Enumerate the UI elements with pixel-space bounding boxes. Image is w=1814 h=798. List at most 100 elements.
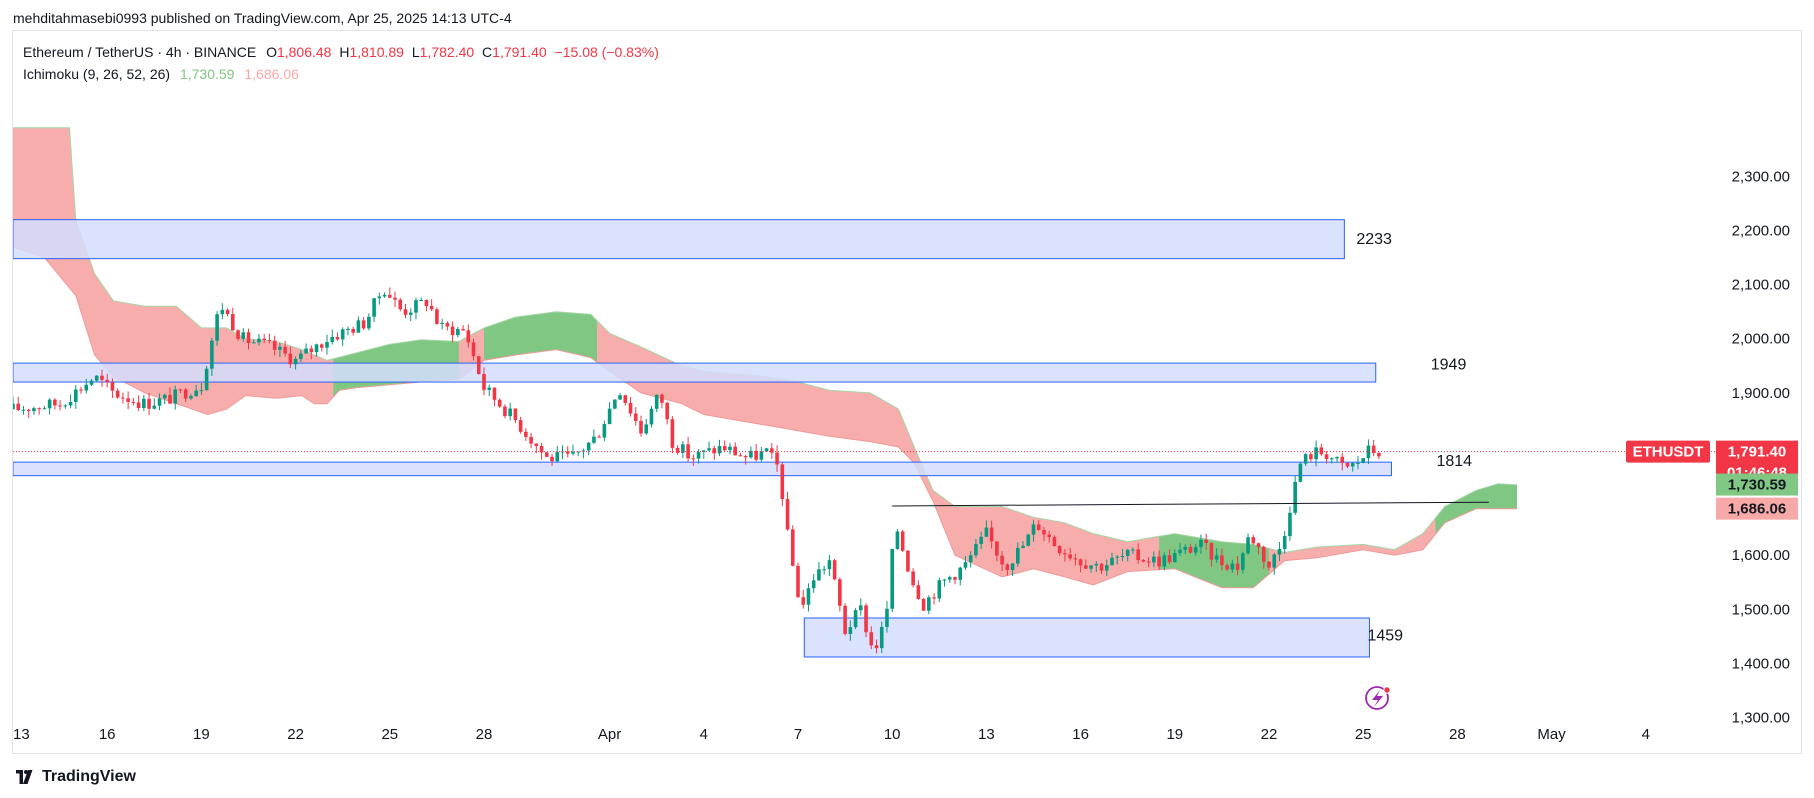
candle-body: [361, 320, 366, 329]
candle-body: [194, 390, 198, 397]
candle-body: [1026, 534, 1031, 546]
candle-body: [534, 443, 539, 447]
low-label: L: [411, 44, 420, 60]
candle-body: [1021, 545, 1025, 548]
symbol-badge[interactable]: ETHUSDT: [1626, 440, 1710, 463]
candle-body: [220, 309, 225, 315]
chart-frame[interactable]: [12, 30, 1802, 754]
candle-body: [1293, 481, 1297, 513]
x-tick-label: 13: [978, 726, 995, 743]
candle-body: [675, 447, 680, 453]
candle-body: [1366, 445, 1371, 459]
candle-body: [236, 330, 240, 339]
candle-body: [911, 571, 915, 586]
candle-body: [58, 405, 62, 407]
candle-body: [1220, 555, 1224, 566]
candle-body: [456, 329, 460, 336]
candle-body: [393, 297, 397, 300]
candle-body: [210, 340, 214, 369]
span-a-badge[interactable]: 1,730.59: [1716, 473, 1798, 496]
candle-body: [497, 399, 502, 407]
candle-body: [1073, 558, 1078, 560]
candle-body: [1193, 547, 1198, 553]
candle-body: [89, 380, 94, 385]
candle-body: [1371, 445, 1376, 454]
tradingview-logo-icon: [16, 770, 33, 784]
candle-body: [633, 413, 638, 421]
candle-body: [1303, 454, 1308, 464]
symbol-legend[interactable]: Ethereum / TetherUS · 4h · BINANCE O1,80…: [23, 44, 659, 60]
candle-body: [440, 322, 444, 324]
candle-body: [1272, 554, 1277, 568]
candle-body: [1261, 547, 1266, 562]
indicator-legend[interactable]: Ichimoku (9, 26, 52, 26) 1,730.59 1,686.…: [23, 66, 299, 82]
candle-body: [356, 320, 361, 333]
high-label: H: [339, 44, 350, 60]
candle-body: [555, 452, 560, 462]
trendline[interactable]: [892, 501, 1489, 507]
zone-label-2233: 2233: [1356, 231, 1392, 248]
candle-body: [565, 451, 570, 454]
candle-body: [26, 409, 31, 412]
candle-body: [859, 605, 863, 611]
candle-body: [1078, 559, 1083, 566]
candle-body: [1298, 463, 1303, 482]
candle-body: [1178, 549, 1182, 554]
candle-body: [1136, 549, 1140, 560]
x-tick-label: May: [1537, 726, 1566, 743]
candle-body: [879, 626, 884, 649]
candle-body: [1356, 462, 1360, 464]
candle-body: [649, 408, 654, 425]
candle-body: [1047, 534, 1051, 538]
zone-box-1459[interactable]: [803, 617, 1370, 658]
span-b-badge[interactable]: 1,686.06: [1716, 497, 1798, 520]
candle-body: [21, 409, 26, 411]
candle-body: [916, 585, 921, 599]
zone-box-1949[interactable]: [13, 362, 1377, 383]
candle-body: [492, 387, 497, 400]
candle-body: [84, 384, 89, 391]
ichimoku-span-b-line: [13, 246, 1518, 589]
candle-body: [42, 408, 47, 410]
tradingview-logo[interactable]: TradingView: [13, 768, 136, 786]
candle-body: [1141, 559, 1146, 562]
candle-body: [304, 348, 308, 354]
candle-body: [1335, 456, 1339, 459]
candle-body: [1016, 547, 1020, 564]
candle-body: [408, 312, 413, 315]
candle-body: [246, 332, 251, 343]
indicator-value-1: 1,730.59: [179, 66, 235, 82]
indicator-name: Ichimoku (9, 26, 52, 26): [23, 66, 171, 82]
candle-body: [162, 394, 167, 399]
candle-body: [189, 396, 193, 399]
candle-body: [963, 562, 968, 568]
x-tick-label: 4: [1642, 726, 1650, 743]
y-tick-label: 1,300.00: [1732, 710, 1790, 727]
zone-box-1814[interactable]: [13, 461, 1392, 477]
candle-body: [932, 597, 936, 599]
candle-body: [1152, 556, 1156, 563]
candle-body: [1173, 553, 1177, 563]
candle-body: [476, 356, 481, 375]
lightning-icon[interactable]: [1365, 686, 1391, 710]
candle-body: [257, 338, 261, 343]
candle-body: [670, 419, 675, 448]
candle-body: [1162, 555, 1167, 567]
candle-body: [1157, 556, 1161, 567]
x-tick-label: 28: [476, 726, 493, 743]
candle-body: [576, 451, 580, 453]
candle-body: [1031, 524, 1036, 535]
zone-box-2233[interactable]: [13, 219, 1345, 260]
candle-body: [1314, 447, 1318, 460]
candle-body: [796, 565, 800, 598]
candle-body: [168, 394, 172, 404]
candle-body: [94, 375, 99, 381]
candle-body: [581, 450, 586, 452]
candle-body: [1309, 454, 1313, 460]
candle-body: [241, 332, 246, 339]
candle-body: [848, 627, 853, 634]
candle-body: [785, 499, 790, 530]
candle-body: [691, 458, 696, 460]
open-value: 1,806.48: [276, 44, 332, 60]
